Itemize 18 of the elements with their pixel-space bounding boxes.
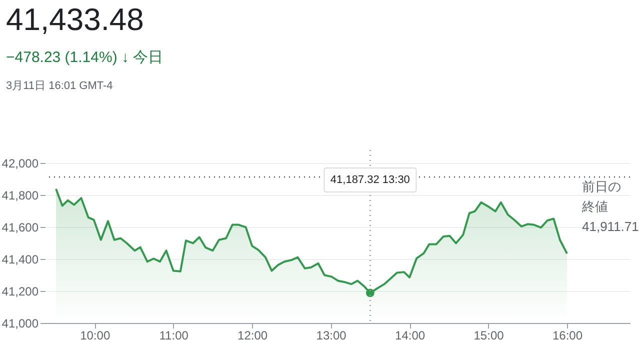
chart-subtitle: −478.23 (1.14%) ↓ 今日 [6,48,164,67]
x-tick-label: 14:00 [395,328,426,342]
annotation: 41,187.32 13:30 [330,174,410,186]
ref-line-label: 前日の終値 41,911.71 [581,178,639,234]
x-tick-label: 12:00 [238,328,268,342]
chart-title: 41,433.48 [6,2,144,38]
x-tick-label: 11:00 [159,328,189,342]
x-tick-label: 15:00 [474,328,504,342]
y-tick-label: 41,400 [2,252,39,266]
text: 3月11日 16:01 GMT-4 [6,79,113,93]
y-tick-label: 42,000 [2,156,39,170]
x-tick-label: 13:00 [316,328,347,342]
x-tick-label: 16:00 [552,328,583,342]
y-tick-label: 41,000 [2,316,39,330]
y-tick-label: 41,800 [2,188,39,202]
y-tick-label: 41,200 [2,284,39,298]
y-tick-label: 41,600 [2,220,39,234]
x-tick-label: 10:00 [80,328,110,342]
